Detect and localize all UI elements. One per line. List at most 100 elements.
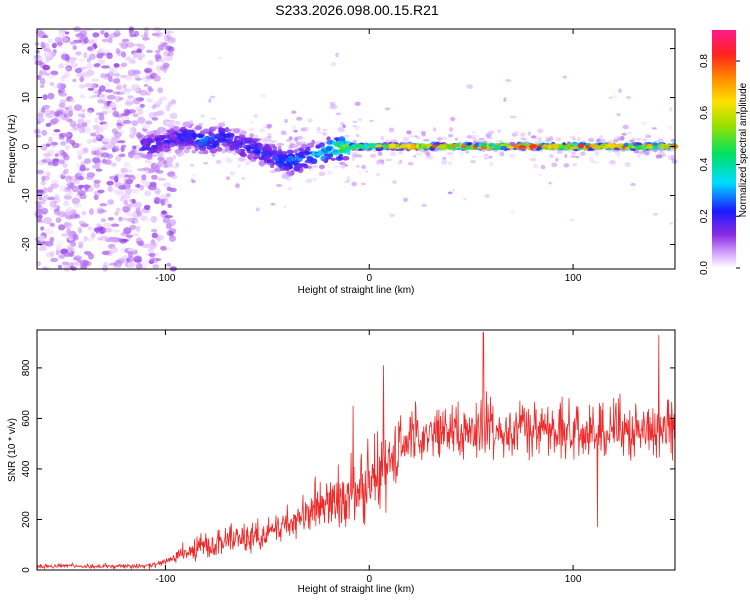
noise-point xyxy=(120,167,128,173)
noise-point xyxy=(41,199,46,205)
noise-point xyxy=(92,32,100,38)
noise-point xyxy=(130,58,135,63)
ridge-point xyxy=(249,133,254,138)
noise-point xyxy=(599,138,606,142)
noise-point xyxy=(111,128,118,134)
noise-point xyxy=(123,113,129,117)
noise-point xyxy=(83,147,89,154)
ridge-point xyxy=(248,154,255,158)
ridge-point xyxy=(363,143,367,149)
noise-point xyxy=(132,52,138,59)
noise-point xyxy=(352,120,358,124)
noise-point xyxy=(41,70,47,76)
noise-point xyxy=(135,262,143,270)
noise-point xyxy=(670,158,675,161)
ridge-point xyxy=(330,157,336,161)
noise-point xyxy=(548,182,552,185)
ridge-point xyxy=(301,143,307,149)
ridge-point xyxy=(175,120,181,126)
noise-point xyxy=(260,93,267,98)
noise-point xyxy=(144,69,151,73)
colorbar-scale xyxy=(712,30,736,268)
ridge-point xyxy=(338,136,346,142)
ridge-point xyxy=(239,134,246,139)
noise-point xyxy=(40,180,47,186)
noise-point xyxy=(146,98,154,103)
noise-point xyxy=(598,134,604,140)
ridge-point xyxy=(272,145,277,152)
noise-point xyxy=(388,127,395,133)
noise-point xyxy=(389,213,396,218)
noise-point xyxy=(154,187,161,195)
noise-point xyxy=(473,134,480,138)
ridge-point xyxy=(218,122,226,128)
noise-point xyxy=(157,160,163,168)
ridge-point xyxy=(258,156,263,160)
noise-point xyxy=(98,209,107,213)
ridge-point xyxy=(159,127,165,133)
noise-point xyxy=(61,117,70,121)
ridge-point xyxy=(375,144,383,148)
noise-point xyxy=(471,155,478,158)
noise-point xyxy=(70,241,77,247)
noise-point xyxy=(120,257,128,263)
noise-point xyxy=(421,132,426,137)
noise-point xyxy=(503,97,507,102)
noise-point xyxy=(42,187,48,194)
ridge-point xyxy=(237,157,246,162)
noise-point xyxy=(88,95,95,99)
noise-point xyxy=(127,247,136,252)
noise-point xyxy=(93,179,101,184)
noise-point xyxy=(108,75,113,83)
noise-point xyxy=(73,198,78,203)
noise-point xyxy=(124,74,133,81)
ridge-point xyxy=(389,143,396,149)
noise-point xyxy=(476,139,483,144)
noise-point xyxy=(291,125,297,130)
noise-point xyxy=(129,224,137,230)
ridge-point xyxy=(577,143,585,149)
ridge-point xyxy=(316,152,323,157)
noise-point xyxy=(271,140,277,143)
noise-point xyxy=(103,222,111,228)
noise-point xyxy=(384,107,391,111)
ridge-point xyxy=(589,144,598,148)
noise-point xyxy=(107,199,115,205)
noise-point xyxy=(120,42,129,50)
noise-point xyxy=(127,262,136,268)
noise-point xyxy=(116,122,123,130)
noise-point xyxy=(84,83,93,88)
noise-point xyxy=(307,118,313,123)
noise-point xyxy=(133,75,140,81)
ridge-point xyxy=(553,144,559,149)
noise-point xyxy=(562,75,568,79)
noise-point xyxy=(134,173,140,178)
ridge-point xyxy=(216,146,223,152)
noise-point xyxy=(617,137,621,142)
noise-point xyxy=(72,45,77,51)
noise-point xyxy=(203,162,208,165)
noise-point xyxy=(117,74,122,80)
noise-point xyxy=(35,208,44,215)
noise-point xyxy=(132,145,137,150)
noise-point xyxy=(612,150,620,153)
noise-point xyxy=(155,258,162,262)
y-tick-label: 20 xyxy=(21,43,32,55)
noise-point xyxy=(653,213,659,216)
noise-point xyxy=(101,65,110,69)
noise-point xyxy=(235,183,240,189)
noise-point xyxy=(667,125,673,130)
noise-point xyxy=(108,236,115,242)
noise-point xyxy=(145,72,152,76)
noise-point xyxy=(296,116,303,121)
noise-point xyxy=(68,105,73,112)
noise-point xyxy=(426,155,434,160)
ridge-point xyxy=(339,161,345,165)
noise-point xyxy=(133,30,140,37)
ridge-point xyxy=(281,173,290,179)
noise-point xyxy=(97,126,102,133)
noise-point xyxy=(75,51,82,56)
ridge-point xyxy=(569,144,574,148)
ridge-point xyxy=(153,129,161,136)
ridge-point xyxy=(197,133,205,138)
